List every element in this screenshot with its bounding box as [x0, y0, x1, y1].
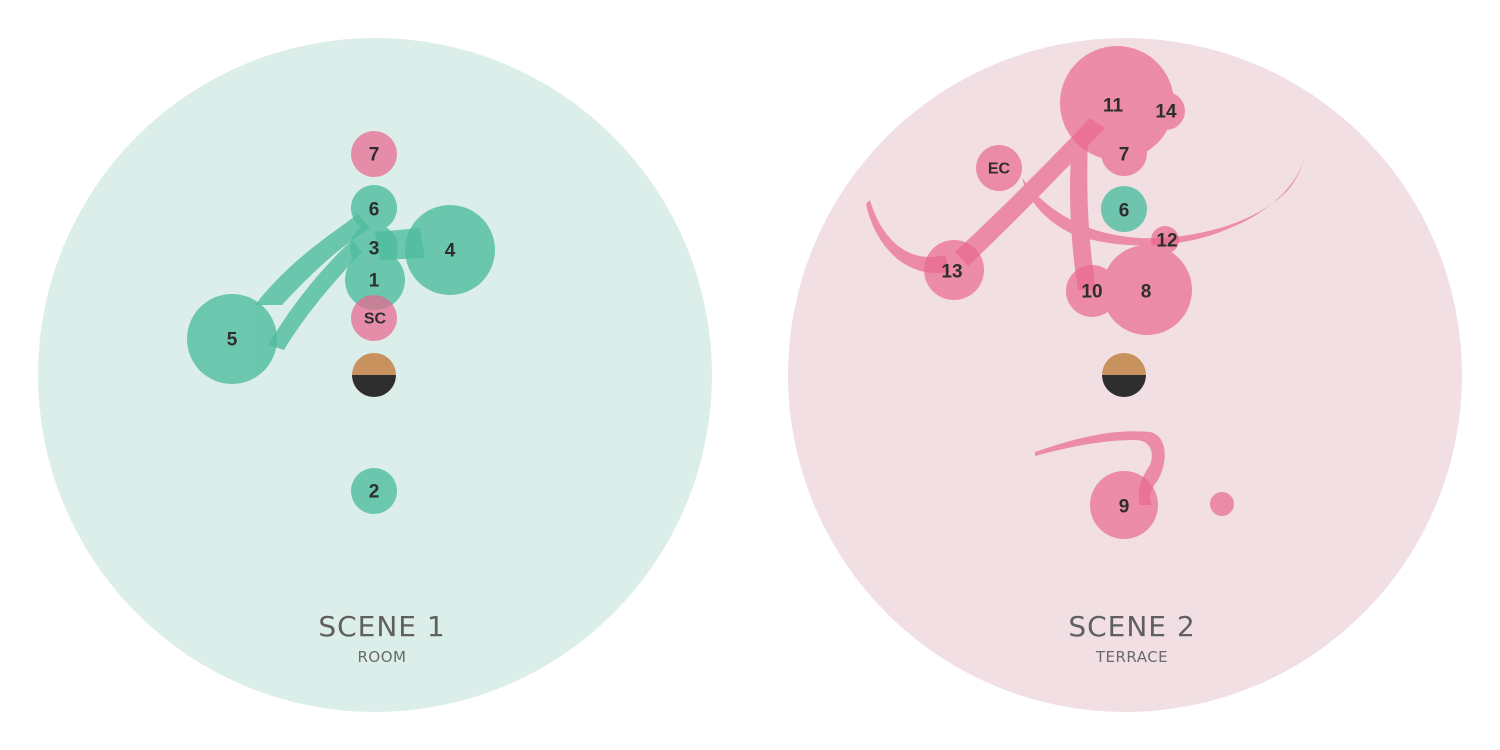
scene-2-title: SCENE 2 [1068, 610, 1195, 643]
node-5 [187, 294, 277, 384]
label-3: 3 [369, 239, 380, 260]
label-8: 8 [1141, 282, 1152, 303]
label-7b: 7 [1119, 145, 1130, 166]
node-4 [405, 205, 495, 295]
scene-2-subtitle: TERRACE [1095, 648, 1168, 666]
scene-1-subtitle: ROOM [358, 648, 407, 666]
label-ec: EC [988, 161, 1011, 178]
node-10 [1066, 265, 1118, 317]
label-11: 11 [1103, 96, 1124, 117]
node-7 [351, 131, 397, 177]
label-9: 9 [1119, 497, 1130, 518]
trail-9-tail [1035, 431, 1165, 505]
label-2: 2 [369, 482, 380, 503]
label-14: 14 [1155, 102, 1177, 123]
node-11 [1060, 46, 1174, 160]
label-4: 4 [445, 241, 456, 262]
listener-head-icon-2 [1102, 353, 1146, 397]
label-7: 7 [369, 145, 380, 166]
node-6 [351, 185, 397, 231]
node-9 [1090, 471, 1158, 539]
label-12: 12 [1156, 231, 1177, 252]
trail-11-to-10 [1070, 140, 1096, 290]
trail-5-to-6 [255, 214, 370, 305]
scene-1: 7 6 3 4 1 SC 5 2 SCENE 1 ROOM [38, 38, 712, 712]
node-13 [924, 240, 984, 300]
listener-head-icon [352, 353, 396, 397]
node-2 [351, 468, 397, 514]
node-14 [1147, 92, 1185, 130]
scene-2: 11 14 7 EC 6 12 13 10 8 9 SCENE 2 TERRAC… [788, 38, 1462, 712]
label-1: 1 [369, 271, 380, 292]
node-small-dot [1210, 492, 1234, 516]
node-8 [1102, 245, 1192, 335]
label-5: 5 [227, 330, 238, 351]
node-ec [976, 145, 1022, 191]
scene-1-title: SCENE 1 [318, 610, 445, 643]
node-7b [1101, 130, 1147, 176]
trail-5-to-3 [268, 240, 362, 350]
label-6: 6 [369, 200, 380, 221]
node-6b [1101, 186, 1147, 232]
label-sc: SC [364, 311, 387, 328]
label-6b: 6 [1119, 201, 1130, 222]
node-sc [351, 295, 397, 341]
label-13: 13 [941, 262, 962, 283]
label-10: 10 [1081, 282, 1102, 303]
node-3 [350, 224, 398, 272]
